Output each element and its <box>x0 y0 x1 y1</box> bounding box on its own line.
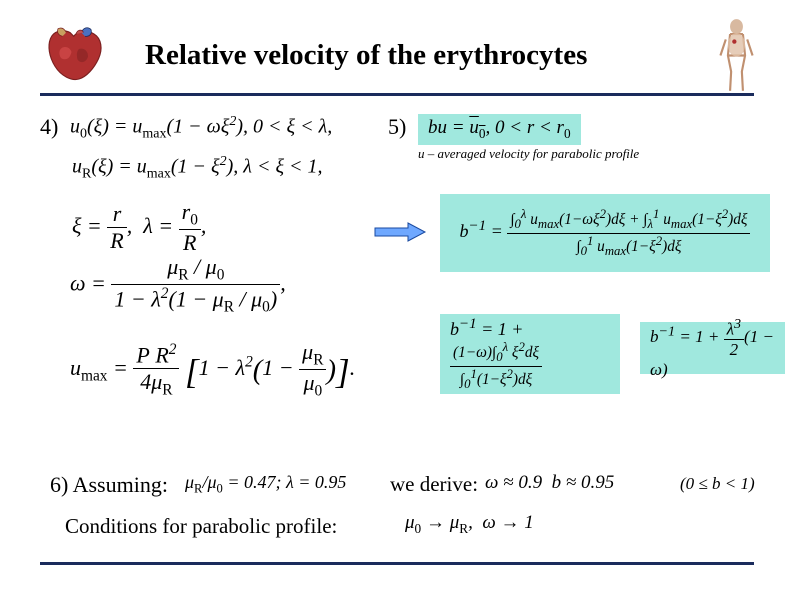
arrow-icon <box>370 221 430 243</box>
label-6: 6) Assuming: <box>50 472 168 498</box>
equation-4a: u0(ξ) = umax(1 − ωξ2), 0 < ξ < λ, <box>70 114 332 143</box>
page-title: Relative velocity of the erythrocytes <box>145 39 587 72</box>
equation-4b: uR(ξ) = umax(1 − ξ2), λ < ξ < 1, <box>72 154 323 183</box>
heart-icon <box>40 25 115 85</box>
conditions-label: Conditions for parabolic profile: <box>65 514 337 539</box>
equation-6a: μR/μ0 = 0.47; λ = 0.95 <box>185 472 346 497</box>
content-area: 4) 5) u0(ξ) = umax(1 − ωξ2), 0 < ξ < λ, … <box>40 114 754 544</box>
label-4: 4) <box>40 114 58 140</box>
equation-6c: (0 ≤ b < 1) <box>680 474 755 494</box>
equation-5a: bu = u0, 0 < r < r0 <box>418 114 581 145</box>
equation-4c: ξ = rR, λ = r0R, <box>72 199 206 256</box>
equation-4e: umax = P R24μR [1 − λ2(1 − μRμ0)]. <box>70 339 355 401</box>
highlight-eq-3: b−1 = 1 + λ32(1 − ω) <box>640 322 785 374</box>
highlight-eq-1: b−1 = ∫0λ umax(1−ωξ2)dξ + ∫λ1 umax(1−ξ2)… <box>440 194 770 272</box>
label-wederive: we derive: <box>390 472 478 497</box>
equation-5b: u – averaged velocity for parabolic prof… <box>418 146 639 162</box>
equation-6b: ω ≈ 0.9 b ≈ 0.95 <box>485 472 614 494</box>
highlight-eq-2: b−1 = 1 + (1−ω)∫0λ ξ2dξ∫01(1−ξ2)dξ <box>440 314 620 394</box>
equation-conditions: μ0 → μR, ω → 1 <box>405 512 534 537</box>
equation-4d: ω = μR / μ01 − λ2(1 − μR / μ0), <box>70 254 286 317</box>
label-5: 5) <box>388 114 406 140</box>
header-bar: Relative velocity of the erythrocytes <box>40 0 754 96</box>
anatomy-icon <box>714 18 759 93</box>
footer-rule <box>40 562 754 565</box>
